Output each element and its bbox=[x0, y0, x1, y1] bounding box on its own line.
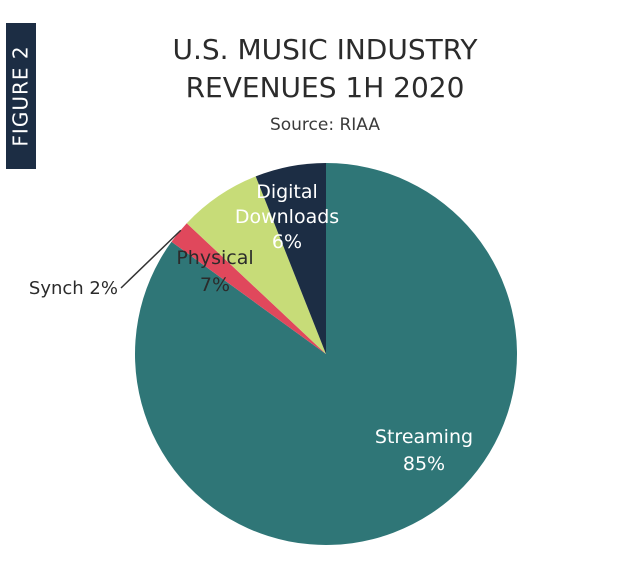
slice-label-digital-line2: Downloads bbox=[235, 206, 339, 228]
slice-value-streaming: 85% bbox=[403, 453, 445, 475]
slice-label-digital-line1: Digital bbox=[256, 181, 318, 203]
chart-title-line2: REVENUES 1H 2020 bbox=[185, 71, 465, 104]
slice-label-physical: Physical bbox=[176, 247, 253, 269]
synch-leader-line bbox=[120, 229, 182, 289]
pie-slice-2 bbox=[186, 176, 326, 354]
slice-value-digital: 6% bbox=[272, 231, 302, 253]
slice-value-physical: 7% bbox=[200, 274, 230, 296]
slice-label-synch: Synch 2% bbox=[29, 278, 118, 299]
chart-title-line1: U.S. MUSIC INDUSTRY bbox=[172, 33, 478, 66]
pie-slice-1 bbox=[171, 223, 326, 354]
slice-label-streaming: Streaming bbox=[375, 426, 473, 448]
chart-subtitle: Source: RIAA bbox=[269, 115, 381, 135]
pie-slice-3 bbox=[255, 163, 326, 354]
figure-tab: FIGURE 2 bbox=[6, 23, 36, 169]
